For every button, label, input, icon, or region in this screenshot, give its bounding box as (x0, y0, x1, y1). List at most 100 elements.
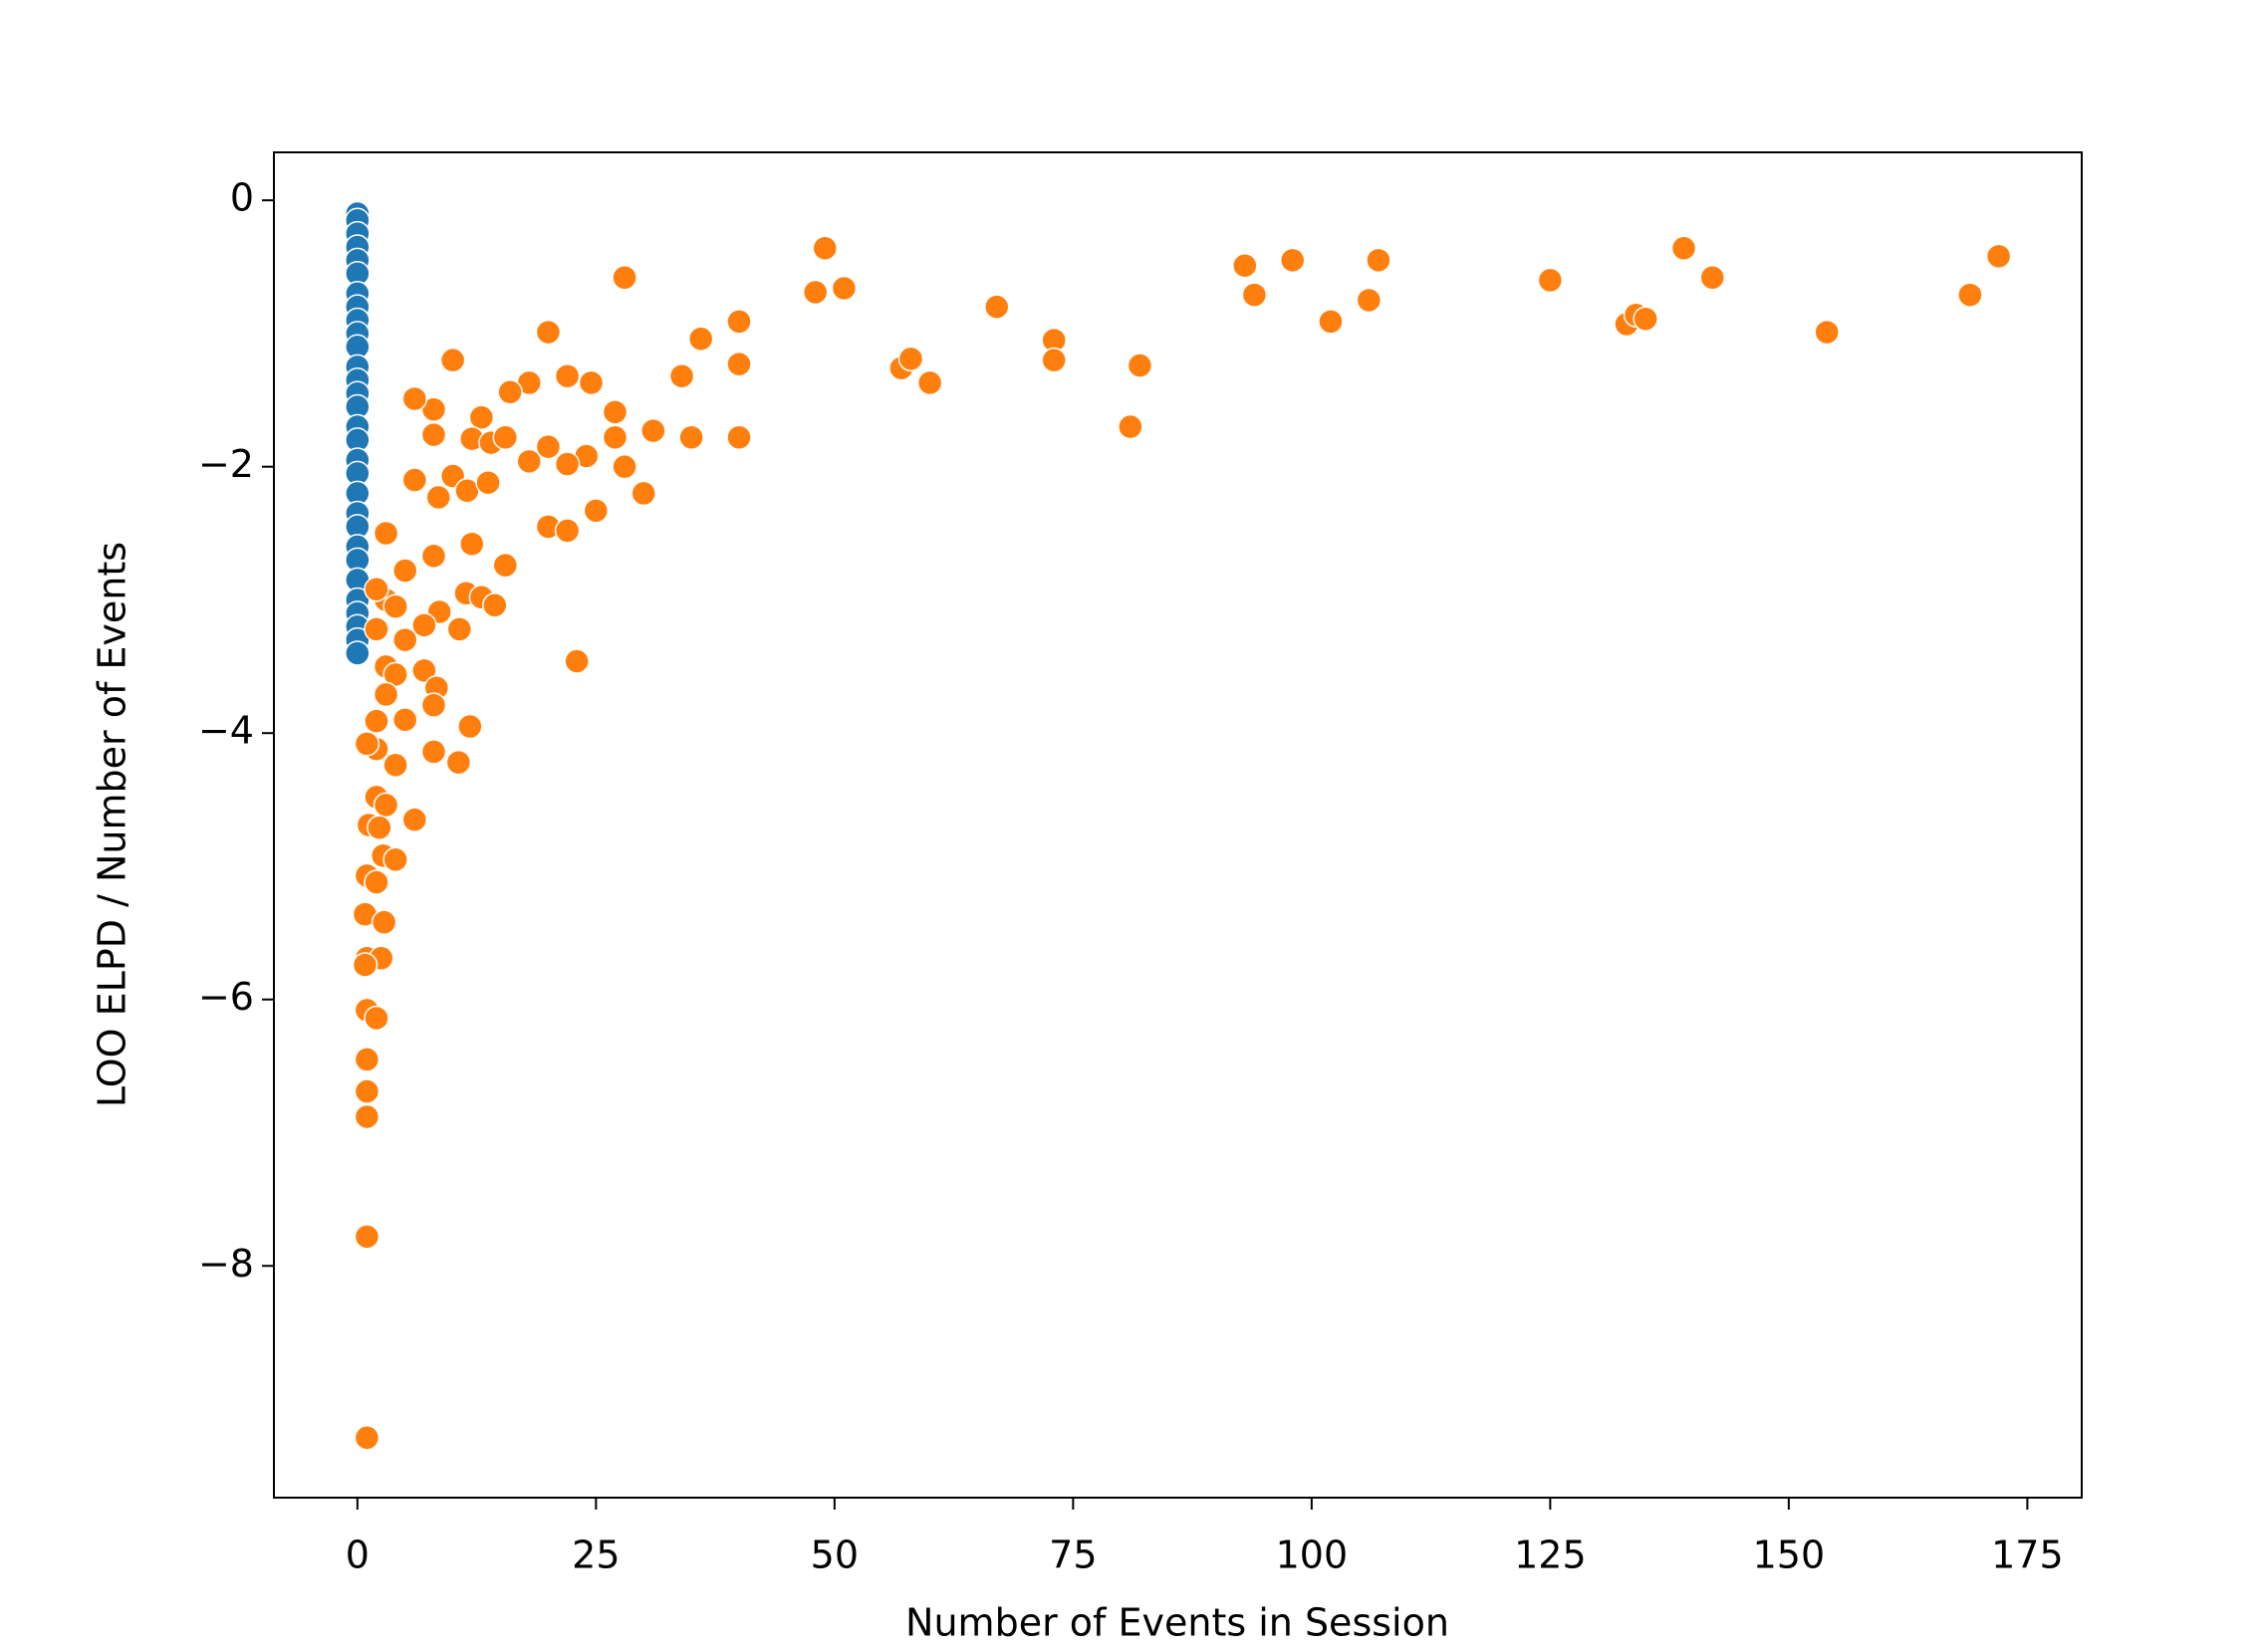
scatter-point (475, 469, 501, 496)
scatter-point (492, 552, 519, 579)
scatter-point (1957, 282, 1983, 308)
scatter-point (1279, 247, 1306, 274)
scatter-point (391, 707, 418, 733)
scatter-point (1041, 347, 1067, 373)
scatter-point (612, 453, 637, 480)
scatter-point (726, 351, 752, 377)
scatter-point (1118, 413, 1143, 440)
scatter-point (1699, 264, 1725, 291)
scatter-point (535, 433, 562, 460)
scatter-point (391, 626, 418, 653)
scatter-point (516, 448, 543, 475)
scatter-point (382, 593, 408, 619)
scatter-point (468, 404, 495, 430)
scatter-point (345, 640, 371, 666)
scatter-point (371, 909, 397, 935)
scatter-point (420, 692, 447, 718)
scatter-point (457, 713, 483, 740)
x-tick-label: 75 (1049, 1534, 1097, 1577)
scatter-point (445, 749, 472, 776)
scatter-point (1985, 243, 2012, 270)
scatter-point (439, 347, 466, 373)
x-axis-label: Number of Events in Session (905, 1601, 1449, 1645)
scatter-point (564, 648, 590, 674)
scatter-point (678, 424, 704, 451)
scatter-point (401, 385, 428, 412)
scatter-point (354, 1224, 380, 1250)
scatter-point (354, 1103, 380, 1130)
scatter-point (897, 346, 924, 372)
scatter-point (401, 467, 428, 493)
scatter-point (630, 480, 656, 507)
scatter-point (1633, 306, 1658, 332)
scatter-point (554, 451, 581, 477)
scatter-point (352, 952, 378, 978)
scatter-point (1670, 235, 1697, 262)
scatter-point (354, 1425, 380, 1451)
scatter-point (1318, 309, 1344, 335)
scatter-point (554, 518, 581, 544)
scatter-point (1537, 267, 1564, 294)
scatter-point (668, 362, 695, 389)
scatter-point (640, 417, 666, 444)
scatter-point (812, 235, 839, 262)
scatter-point (391, 558, 418, 584)
scatter-point (1366, 247, 1391, 274)
scatter-point (364, 869, 389, 895)
scatter-point (535, 319, 562, 346)
scatter-point (1232, 252, 1258, 279)
x-tick-label: 25 (572, 1534, 620, 1577)
scatter-point (983, 294, 1010, 320)
scatter-point (612, 264, 637, 291)
scatter-point (726, 424, 752, 451)
x-tick-label: 100 (1276, 1534, 1349, 1577)
scatter-point (425, 484, 452, 511)
y-tick-label: −8 (198, 1242, 254, 1286)
scatter-point (554, 362, 581, 389)
scatter-point (401, 807, 428, 832)
scatter-point (1356, 287, 1383, 314)
x-tick-label: 0 (346, 1534, 370, 1577)
scatter-point (411, 612, 437, 638)
scatter-point (354, 1047, 380, 1072)
scatter-point (492, 424, 519, 451)
scatter-point (354, 1078, 380, 1104)
scatter-point (420, 396, 447, 422)
y-axis-label: LOO ELPD / Number of Events (91, 542, 134, 1107)
x-tick-label: 125 (1514, 1534, 1587, 1577)
scatter-point (831, 275, 858, 302)
y-tick-label: −6 (198, 975, 254, 1019)
scatter-point (687, 326, 714, 353)
scatter-point (726, 309, 752, 335)
plot-frame (273, 151, 2083, 1499)
scatter-point (1241, 282, 1268, 308)
x-tick-label: 175 (1991, 1534, 2064, 1577)
scatter-point (373, 792, 399, 819)
scatter-point (1127, 353, 1153, 378)
scatter-point (382, 846, 408, 873)
scatter-point (602, 424, 629, 451)
scatter-point (373, 520, 399, 547)
scatter-point (446, 616, 473, 642)
scatter-point (382, 752, 408, 779)
y-tick-label: −2 (198, 442, 254, 486)
scatter-point (411, 657, 437, 684)
scatter-point (602, 399, 629, 425)
scatter-point (364, 708, 389, 734)
scatter-point (420, 739, 447, 765)
scatter-point (497, 379, 523, 405)
scatter-point (916, 369, 943, 396)
scatter-point (482, 592, 508, 618)
scatter-point (578, 369, 605, 396)
x-tick-label: 150 (1753, 1534, 1826, 1577)
scatter-point (459, 531, 485, 558)
scatter-point (367, 815, 392, 840)
y-tick-label: 0 (230, 176, 254, 220)
scatter-point (802, 279, 829, 306)
x-tick-label: 50 (811, 1534, 859, 1577)
scatter-point (583, 498, 610, 524)
scatter-point (354, 731, 380, 757)
scatter-point (373, 681, 399, 708)
